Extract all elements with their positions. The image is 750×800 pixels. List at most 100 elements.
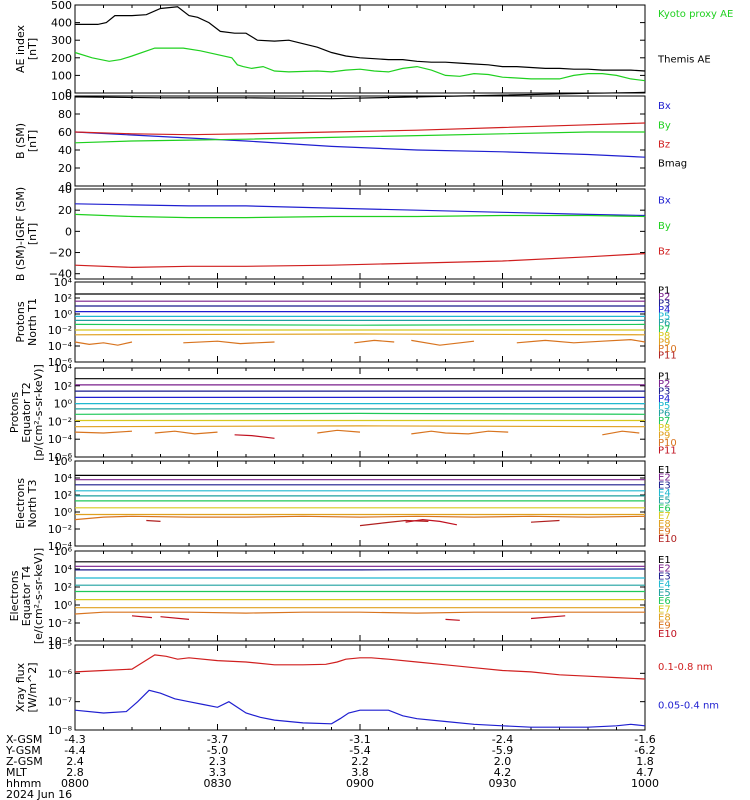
y-axis-label: AE index[nT] xyxy=(14,24,39,73)
ephemeris-value: 0930 xyxy=(489,777,517,790)
legend-label: Kyoto proxy AE xyxy=(658,9,733,20)
series-fragment xyxy=(405,518,458,526)
ephemeris-value: 4.7 xyxy=(636,766,654,779)
y-axis-label-line: B (SM)-IGRF (SM) xyxy=(14,187,27,281)
legend-label: P3 xyxy=(658,386,670,397)
series-line-P10 xyxy=(74,430,133,434)
y-tick-label: 10⁻⁶ xyxy=(48,667,73,680)
y-tick-label: 10² xyxy=(54,489,72,502)
y-tick-label: 300 xyxy=(51,34,72,47)
ephemeris-row-label: hhmm xyxy=(6,777,41,790)
series-line-Bz xyxy=(74,253,646,269)
y-tick-label: 10⁻⁸ xyxy=(48,724,73,737)
y-tick-label: 400 xyxy=(51,17,72,30)
legend-label: Bx xyxy=(658,101,671,112)
legend-label: P4 xyxy=(658,305,670,316)
y-tick-label: 10² xyxy=(54,581,72,594)
ephemeris-value: 3.3 xyxy=(209,766,227,779)
legend-label: 0.1-0.8 nm xyxy=(658,662,713,673)
y-tick-label: 10⁻² xyxy=(48,523,72,536)
plot-frame xyxy=(74,550,646,642)
series-line-P9 xyxy=(74,425,646,428)
y-axis-label: B (SM)[nT] xyxy=(14,123,39,159)
legend-label: Bz xyxy=(658,246,670,257)
series-fragment xyxy=(411,339,475,346)
ephemeris-value: -5.0 xyxy=(207,744,228,757)
ephemeris-value: 0900 xyxy=(346,777,374,790)
ephemeris-value: -4.4 xyxy=(64,744,85,757)
y-tick-label: 10⁴ xyxy=(54,362,73,375)
legend-label: E8 xyxy=(658,613,671,624)
legend-label: Bx xyxy=(658,196,671,207)
legend-label: E10 xyxy=(658,629,677,640)
y-tick-label: 10⁻² xyxy=(48,617,72,630)
series-fragment xyxy=(131,615,152,619)
series-fragment xyxy=(160,616,190,620)
y-axis-label-line: AE index xyxy=(14,24,27,73)
legend-label: E6 xyxy=(658,503,671,514)
legend-label: P10 xyxy=(658,438,677,449)
plot-frame xyxy=(74,460,646,547)
series-fragment xyxy=(154,430,218,435)
ephemeris-row-label: X-GSM xyxy=(6,733,42,746)
series-fragment xyxy=(516,338,646,344)
y-tick-label: 10⁰ xyxy=(54,398,73,411)
ephemeris-value: -5.9 xyxy=(492,744,513,757)
series-line-0.1-0.8 nm xyxy=(74,654,646,680)
y-tick-label: −40 xyxy=(49,268,72,281)
y-tick-label: 20 xyxy=(58,204,72,217)
legend-label: E6 xyxy=(658,596,671,607)
legend-label: Bz xyxy=(658,139,670,150)
y-tick-label: 10⁰ xyxy=(54,308,73,321)
y-tick-label: 10⁴ xyxy=(54,563,73,576)
series-fragment xyxy=(411,430,509,435)
series-line-0.05-0.4 nm xyxy=(74,689,646,728)
y-tick-label: 10⁻⁷ xyxy=(48,696,72,709)
y-tick-label: 80 xyxy=(58,108,72,121)
y-tick-label: 0 xyxy=(65,180,72,193)
legend-label: E7 xyxy=(658,511,671,522)
ephemeris-value: 2.3 xyxy=(209,755,227,768)
ephemeris-value: 1000 xyxy=(631,777,659,790)
y-axis-label-line: North T1 xyxy=(26,298,39,346)
y-tick-label: 20 xyxy=(58,162,72,175)
legend-label: E3 xyxy=(658,572,671,583)
ephemeris-value: -6.2 xyxy=(634,744,655,757)
ephemeris-value: 2.0 xyxy=(494,755,512,768)
legend-label: P6 xyxy=(658,409,670,420)
ephemeris-value: -2.4 xyxy=(492,733,513,746)
series-line-Bx xyxy=(74,131,646,158)
ephemeris-value: 0800 xyxy=(61,777,89,790)
y-tick-label: 10⁻⁴ xyxy=(48,433,73,446)
ephemeris-row-label: Z-GSM xyxy=(6,755,43,768)
ephemeris-value: -3.1 xyxy=(349,733,370,746)
series-fragment xyxy=(317,429,361,434)
y-tick-label: −20 xyxy=(49,247,72,260)
series-fragment xyxy=(445,618,460,621)
legend-label: P11 xyxy=(658,445,677,456)
legend-label: P8 xyxy=(658,423,670,434)
y-axis-label: B (SM)-IGRF (SM)[nT] xyxy=(14,187,39,281)
legend-label: E1 xyxy=(658,465,671,476)
legend-label: P3 xyxy=(658,298,670,309)
y-axis-label-line: Protons xyxy=(8,392,21,433)
series-line-By xyxy=(74,131,645,144)
series-fragment xyxy=(530,519,560,523)
plot-frame xyxy=(74,367,646,458)
legend-label: E4 xyxy=(658,580,671,591)
legend-label: P6 xyxy=(658,318,670,329)
y-axis-label-line: Xray flux xyxy=(14,662,27,712)
series-line-P10 xyxy=(74,341,133,346)
ephemeris-value: 3.8 xyxy=(351,766,369,779)
legend-label: E2 xyxy=(658,563,671,574)
series-fragment xyxy=(234,434,275,439)
y-axis-label: ElectronsNorth T3 xyxy=(14,478,39,529)
y-axis-label: ProtonsEquator T2[p/(cm²-s-sr-keV)] xyxy=(8,364,45,461)
legend-label: P9 xyxy=(658,338,670,349)
ephemeris-row-label: Y-GSM xyxy=(5,744,41,757)
y-tick-label: 10⁻⁶ xyxy=(48,451,73,464)
series-fragment xyxy=(183,340,275,345)
ephemeris-value: -4.3 xyxy=(64,733,85,746)
